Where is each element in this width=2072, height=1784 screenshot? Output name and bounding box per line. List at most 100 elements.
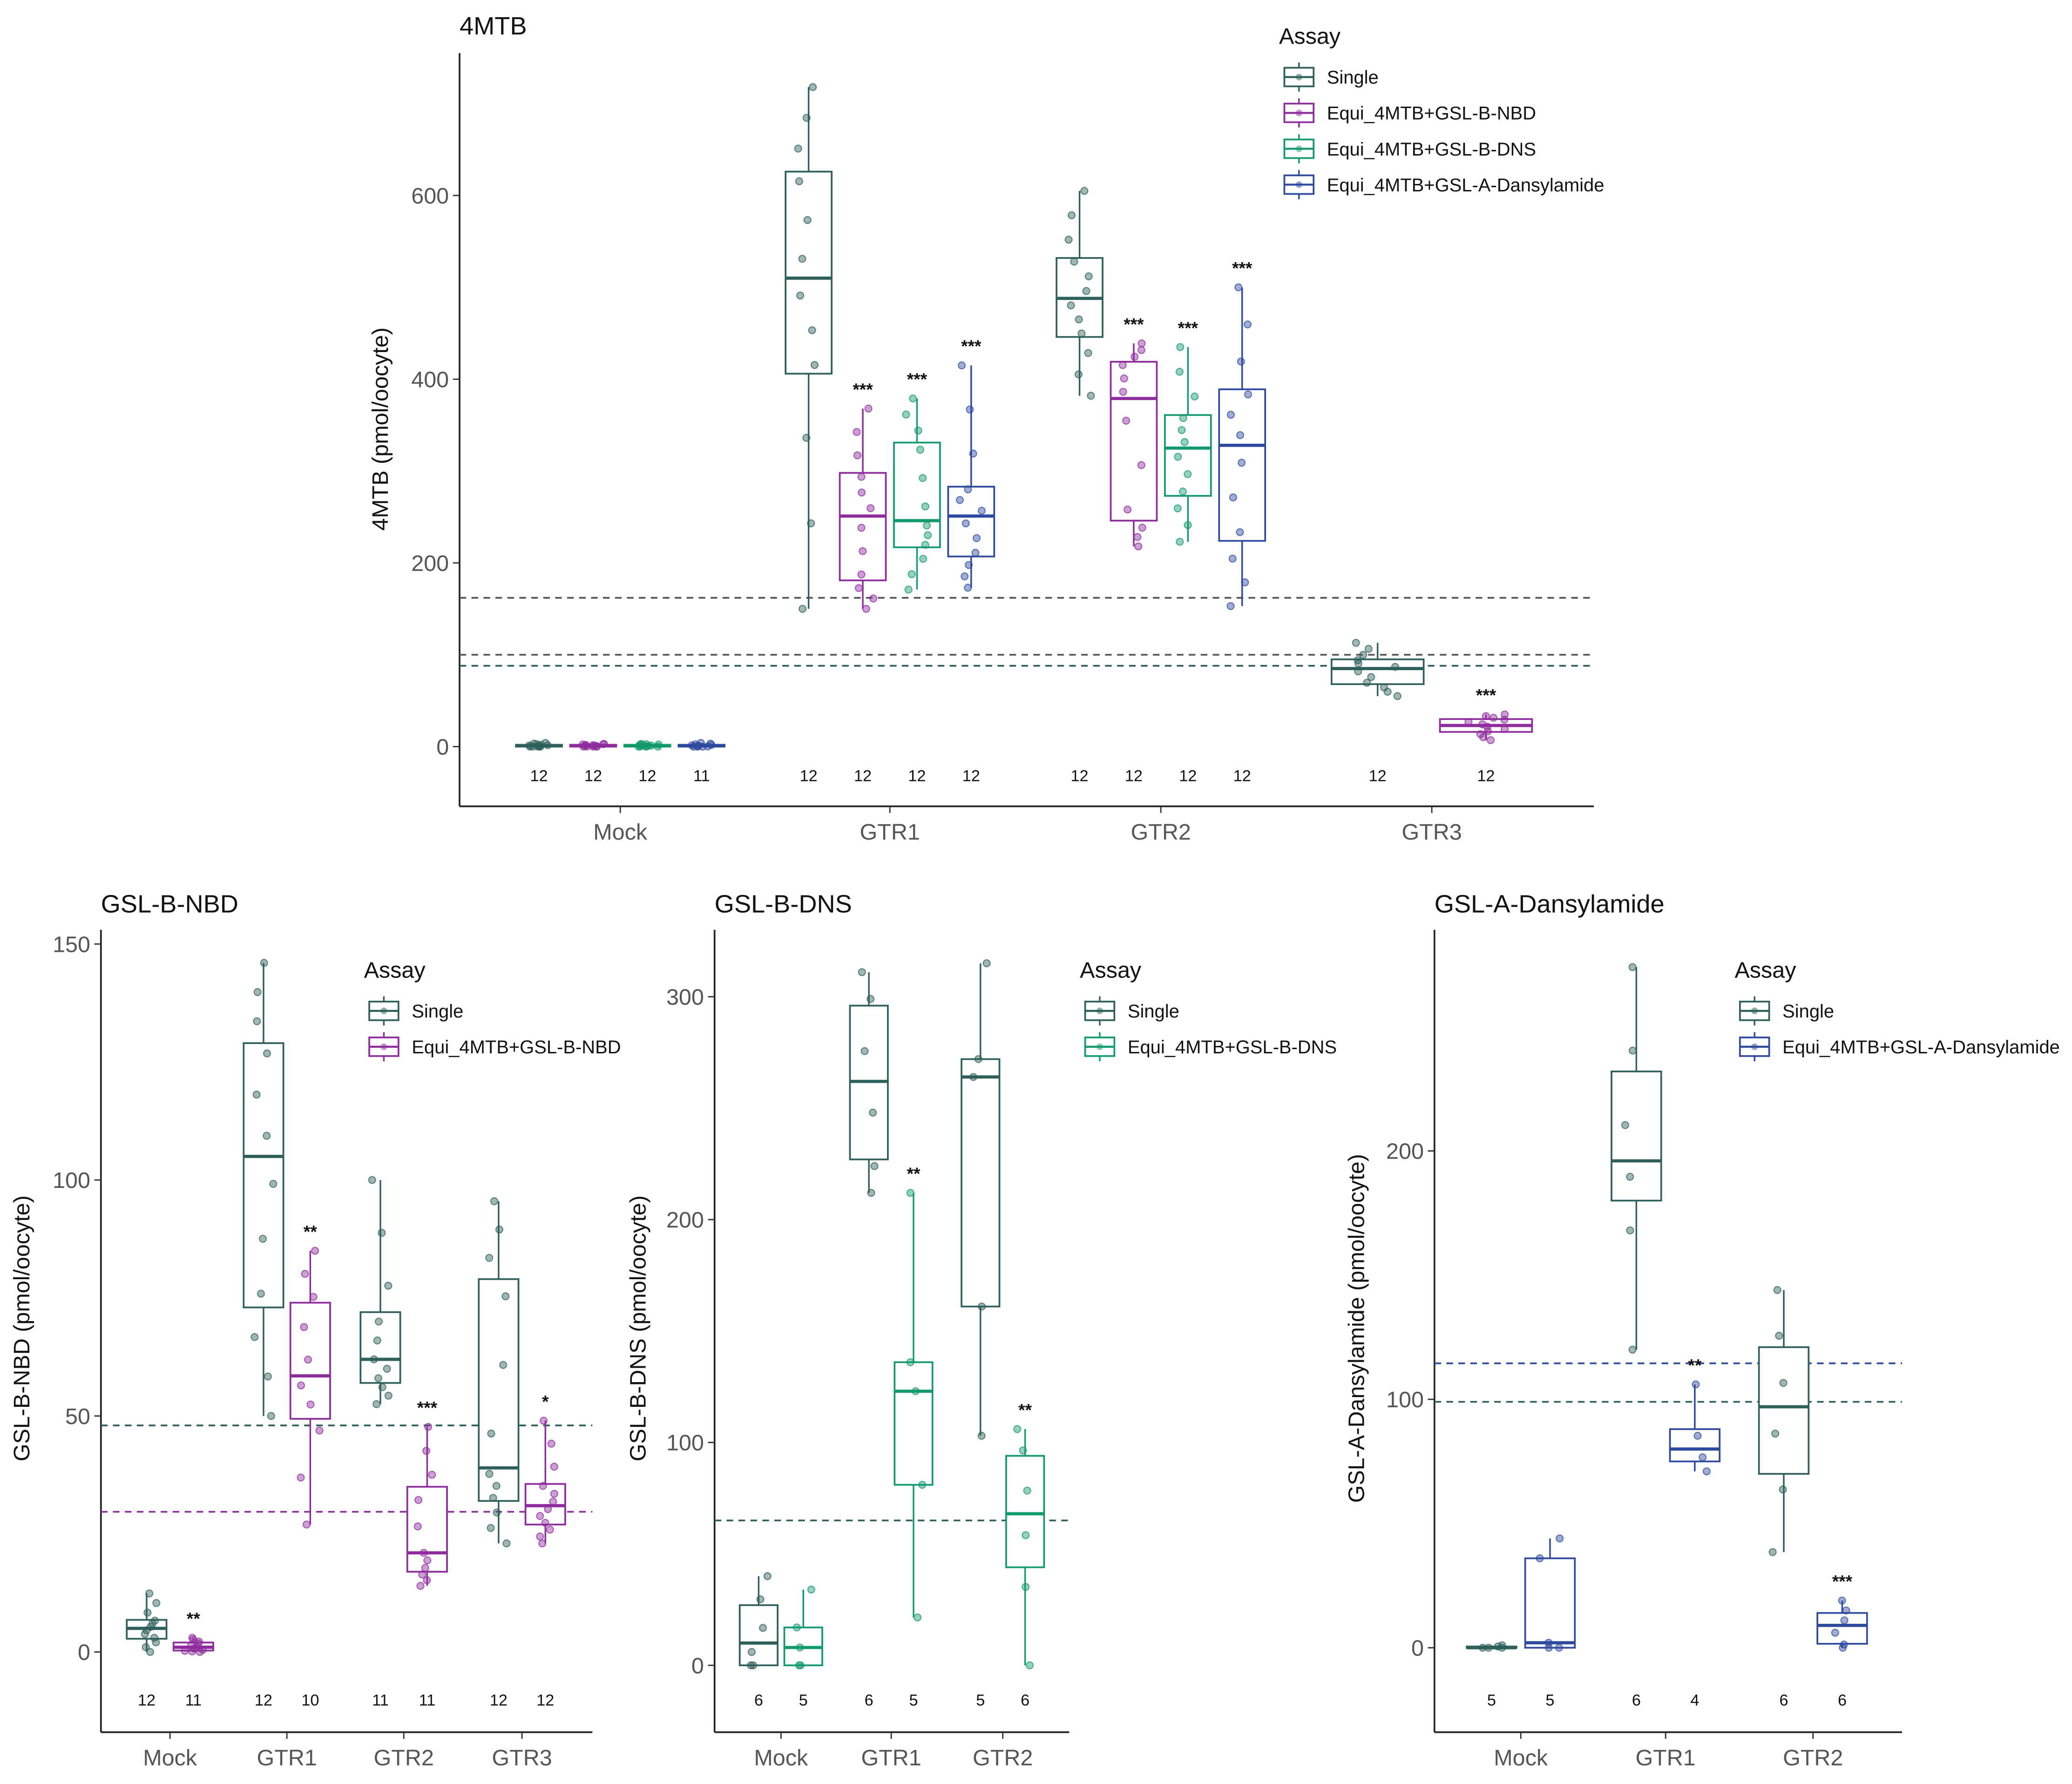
data-point bbox=[1013, 1425, 1022, 1433]
legend-title: Assay bbox=[1734, 957, 1796, 983]
data-point bbox=[1180, 438, 1189, 446]
y-tick-label: 200 bbox=[666, 1207, 704, 1233]
data-point bbox=[1236, 528, 1244, 536]
data-point bbox=[1484, 1643, 1493, 1652]
data-point bbox=[1084, 349, 1092, 357]
boxplot-gtr3-0: 12 bbox=[1330, 638, 1425, 785]
y-tick-label: 200 bbox=[1386, 1139, 1424, 1164]
legend: Assay Single Equi_4MTB+GSL-B-NBD bbox=[364, 957, 621, 1062]
data-point bbox=[536, 1533, 544, 1541]
legend-entry-label: Single bbox=[412, 1001, 463, 1022]
data-point bbox=[1118, 361, 1127, 369]
data-point bbox=[919, 474, 927, 482]
data-point bbox=[794, 144, 802, 153]
boxplot-mock-1: 5 bbox=[1524, 1534, 1576, 1709]
x-tick-label: GTR2 bbox=[1131, 820, 1191, 845]
data-point bbox=[1831, 1628, 1839, 1637]
data-point bbox=[1025, 1661, 1034, 1669]
data-point bbox=[145, 1589, 154, 1598]
data-point bbox=[955, 496, 964, 504]
data-point bbox=[1077, 329, 1086, 338]
data-point bbox=[964, 485, 972, 494]
n-label: 12 bbox=[138, 1692, 156, 1709]
boxplot-gtr2-2: *** 12 bbox=[1164, 318, 1212, 785]
y-tick-label: 400 bbox=[411, 367, 449, 392]
significance-label: *** bbox=[1476, 685, 1496, 705]
boxplot-gtr1-1: ** 5 bbox=[894, 1164, 934, 1709]
data-point bbox=[264, 1372, 272, 1381]
legend-title: Assay bbox=[1279, 24, 1341, 49]
data-point bbox=[1354, 656, 1362, 665]
data-point bbox=[490, 1197, 498, 1206]
data-point bbox=[962, 519, 970, 528]
n-label: 12 bbox=[854, 767, 872, 785]
data-point bbox=[589, 741, 597, 749]
data-point bbox=[499, 1361, 508, 1369]
data-point bbox=[374, 1317, 383, 1326]
legend-point bbox=[1751, 1007, 1758, 1014]
legend: Assay Single Equi_4MTB+GSL-B-DNS bbox=[1080, 957, 1337, 1062]
x-tick-label: Mock bbox=[1494, 1745, 1548, 1770]
legend: Assay Single Equi_4MTB+GSL-A-Dansylamide bbox=[1734, 957, 2060, 1062]
data-point bbox=[796, 1661, 805, 1669]
y-tick-label: 300 bbox=[666, 984, 704, 1010]
data-point bbox=[1122, 416, 1131, 425]
data-point bbox=[1174, 453, 1182, 461]
data-point bbox=[151, 1616, 159, 1625]
data-point bbox=[297, 1381, 305, 1390]
n-label: 5 bbox=[799, 1692, 808, 1709]
data-point bbox=[796, 1643, 804, 1652]
data-point bbox=[487, 1524, 495, 1532]
data-point bbox=[1838, 1596, 1846, 1605]
significance-label: ** bbox=[1018, 1400, 1032, 1419]
y-axis-label: GSL-B-DNS (pmol/oocyte) bbox=[625, 1195, 650, 1461]
data-point bbox=[263, 1132, 271, 1140]
boxplot-gtr1-3: *** 12 bbox=[947, 336, 995, 785]
data-point bbox=[1184, 470, 1192, 478]
box-iqr bbox=[1611, 1070, 1662, 1202]
n-label: 12 bbox=[1477, 767, 1495, 785]
data-point bbox=[1178, 426, 1186, 434]
data-point bbox=[1238, 459, 1246, 467]
data-point bbox=[1628, 1345, 1637, 1354]
data-point bbox=[493, 1508, 501, 1517]
data-point bbox=[539, 1417, 548, 1425]
data-point bbox=[1840, 1640, 1848, 1649]
data-point bbox=[747, 1648, 756, 1656]
n-label: 12 bbox=[490, 1692, 508, 1709]
data-point bbox=[1022, 1583, 1030, 1591]
data-point bbox=[547, 1439, 555, 1448]
data-point bbox=[1498, 1641, 1506, 1649]
data-point bbox=[1693, 1431, 1702, 1440]
data-point bbox=[550, 1463, 558, 1471]
n-label: 6 bbox=[754, 1692, 763, 1709]
boxplot-gtr2-1: *** 12 bbox=[1110, 314, 1158, 785]
legend-key-icon bbox=[368, 1032, 400, 1062]
data-point bbox=[1621, 1121, 1629, 1129]
legend-key-icon bbox=[1283, 98, 1315, 128]
data-point bbox=[860, 1047, 869, 1055]
data-point bbox=[810, 361, 819, 369]
boxplot-mock-0: 5 bbox=[1466, 1641, 1517, 1709]
data-point bbox=[914, 427, 922, 435]
data-point bbox=[859, 547, 867, 556]
n-label: 12 bbox=[1071, 767, 1089, 785]
data-point bbox=[1074, 370, 1083, 379]
boxplot-gtr3-0: 12 bbox=[478, 1197, 520, 1709]
legend-entry-label: Equi_4MTB+GSL-B-NBD bbox=[1327, 103, 1536, 124]
data-point bbox=[746, 1661, 755, 1669]
chart-title: GSL-B-DNS bbox=[715, 890, 852, 918]
data-point bbox=[489, 1494, 497, 1502]
legend-key-icon bbox=[1739, 1032, 1770, 1062]
data-point bbox=[1087, 392, 1095, 400]
chart-panel-0: 4MTB 4MTB (pmol/oocyte) 0 200 400 600 Mock GTR1… bbox=[368, 12, 1605, 845]
data-point bbox=[1226, 602, 1235, 610]
boxplot-gtr1-2: *** 12 bbox=[893, 369, 941, 785]
boxplot-gtr2-0: 6 bbox=[1758, 1286, 1810, 1709]
data-point bbox=[907, 570, 916, 578]
data-point bbox=[297, 1473, 305, 1482]
legend-key-icon bbox=[1283, 134, 1315, 163]
data-point bbox=[966, 405, 974, 414]
data-point bbox=[414, 1496, 423, 1504]
